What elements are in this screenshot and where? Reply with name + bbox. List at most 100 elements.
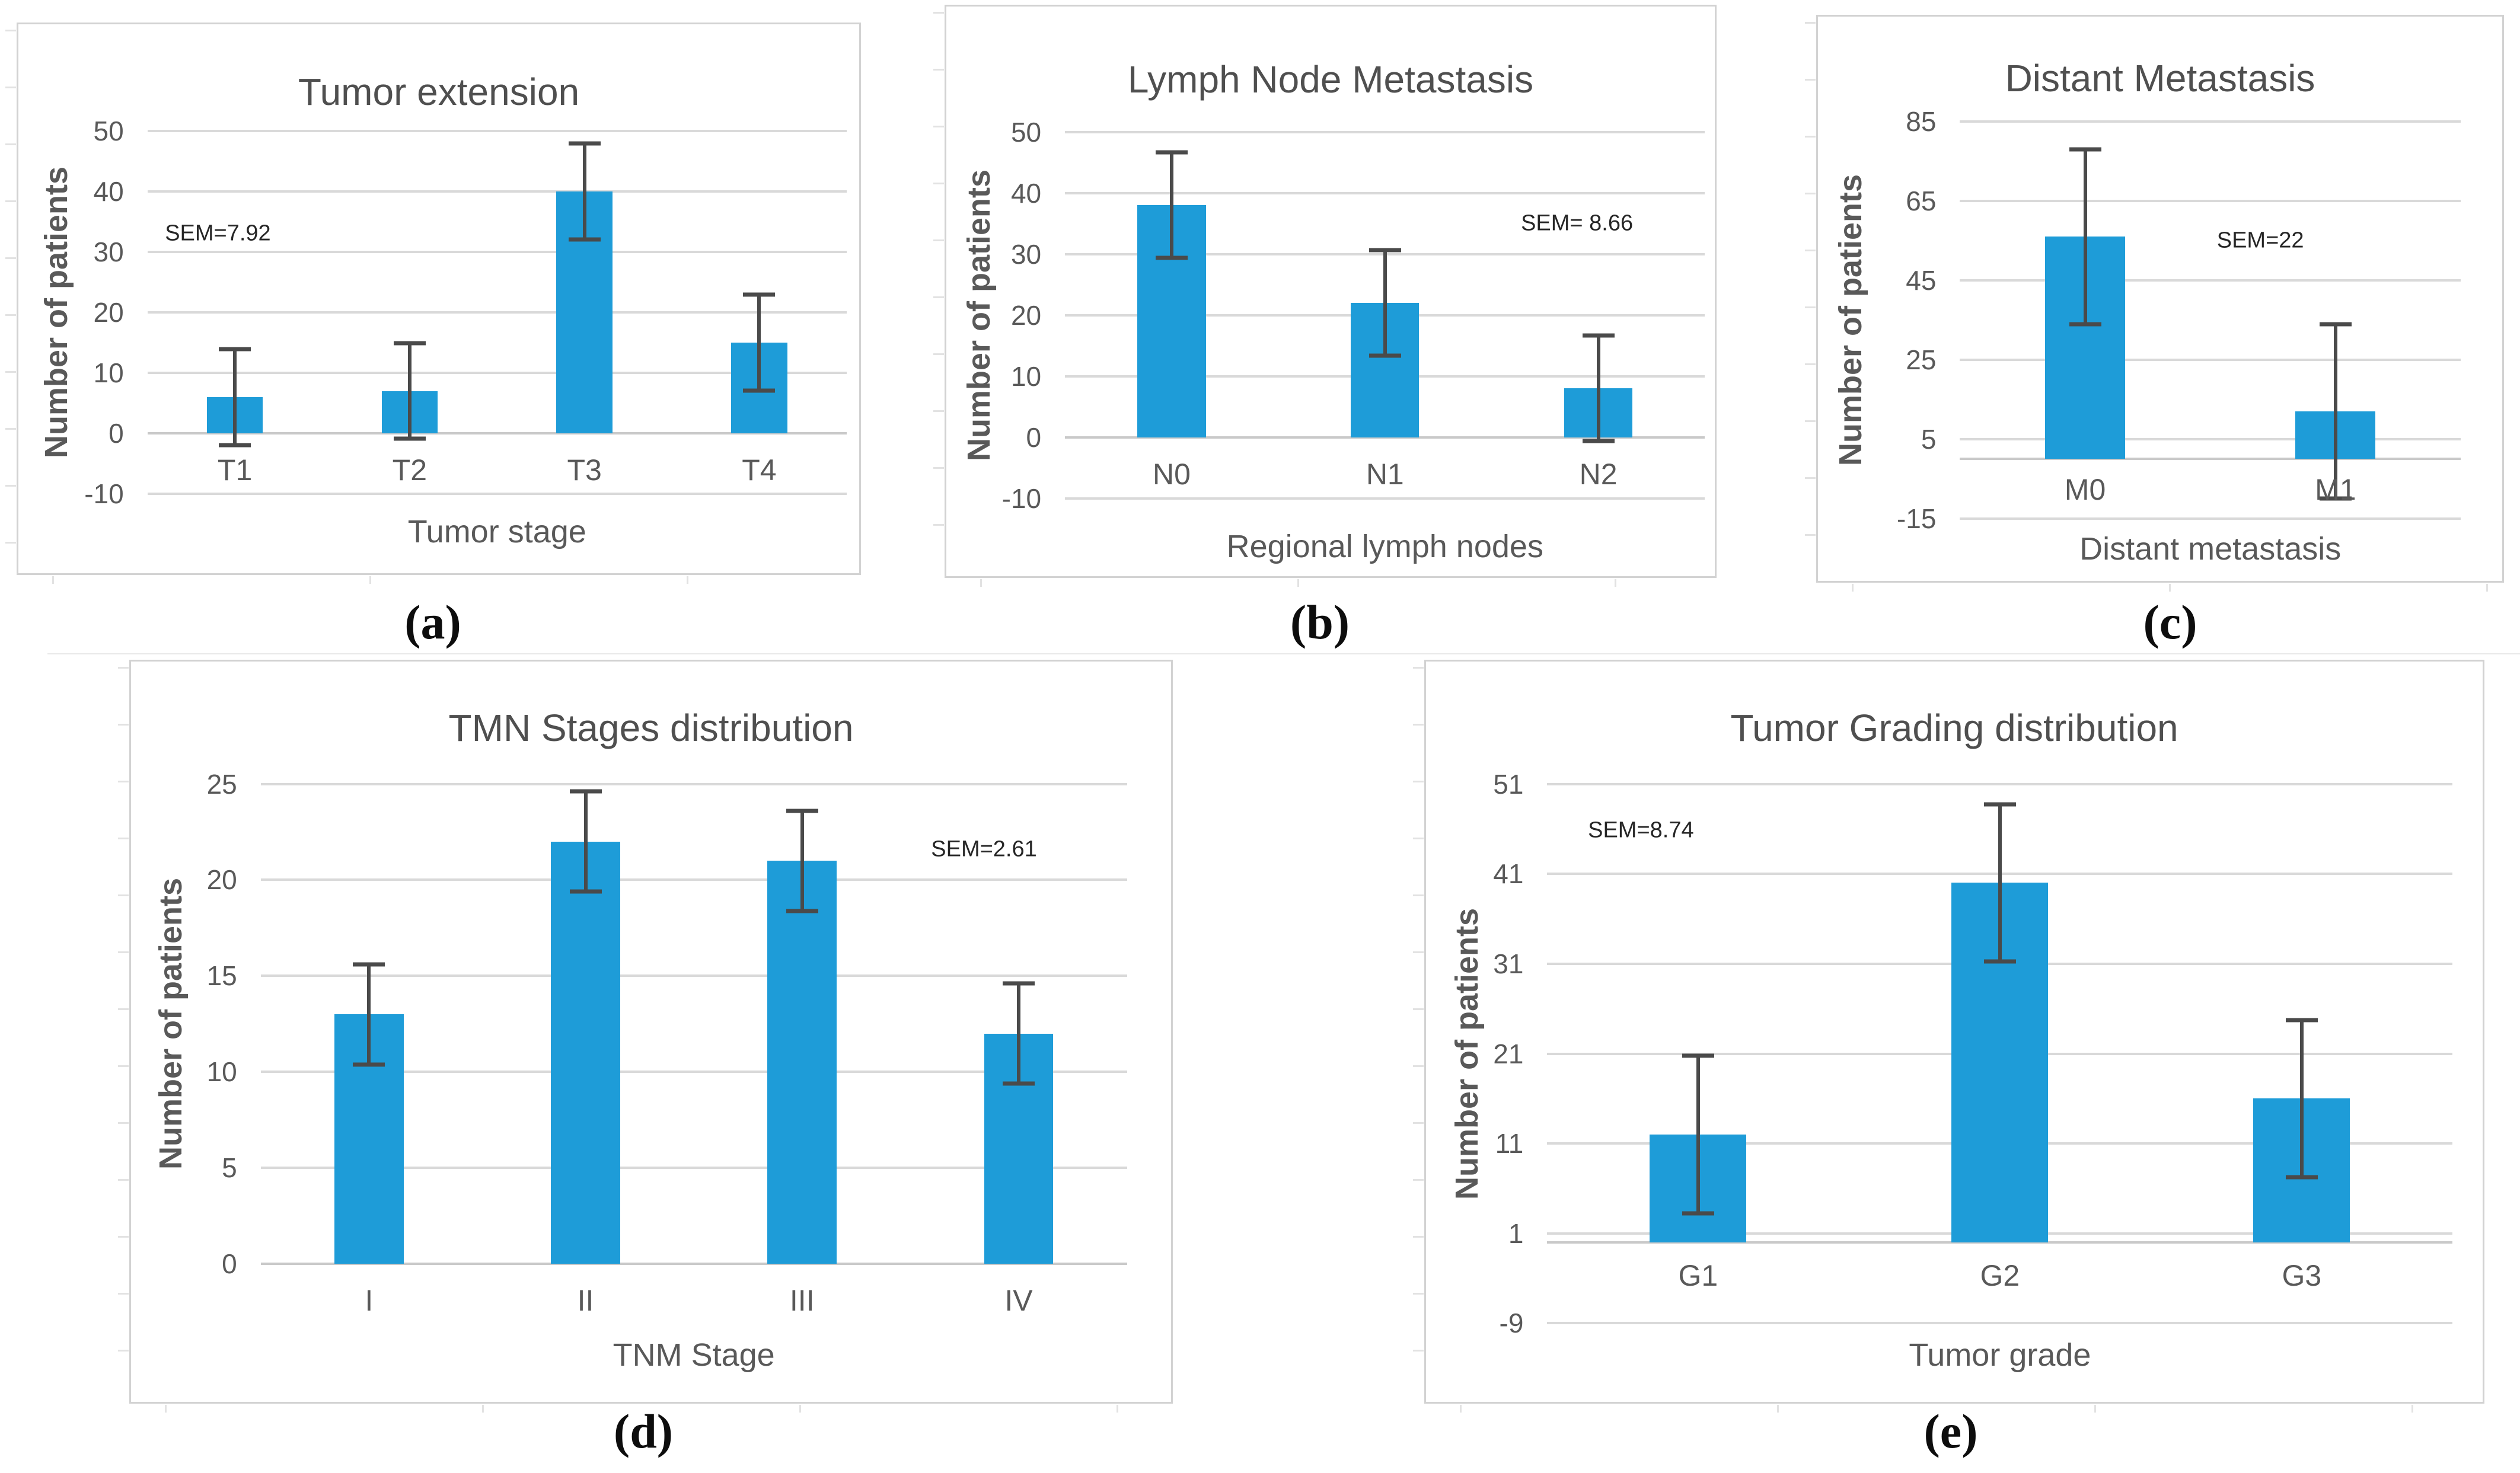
sheet-gridline-stub — [118, 1179, 129, 1181]
y-tick-label: 51 — [1493, 768, 1524, 800]
sheet-gridline-stub — [933, 239, 944, 241]
y-tick-label: 65 — [1906, 186, 1937, 217]
sheet-gridline-stub — [933, 126, 944, 127]
x-tick-label-T2: T2 — [392, 453, 428, 487]
gridline-y-40 — [1065, 191, 1705, 194]
sheet-gridline — [47, 653, 2520, 654]
x-axis-title: Regional lymph nodes — [1226, 528, 1543, 564]
sheet-gridline-stub — [1413, 1008, 1424, 1010]
error-bar-cap-top — [1582, 333, 1615, 338]
error-bar-cap-top — [353, 962, 385, 967]
bar-II — [551, 841, 620, 1264]
sheet-gridline-stub — [1805, 193, 1816, 194]
error-bar-cap-bottom — [2319, 496, 2352, 501]
error-bar-M0 — [2083, 149, 2087, 324]
sheet-gridline-stub — [1460, 1405, 1462, 1413]
error-bar-cap-top — [786, 809, 818, 813]
y-tick-label: 40 — [93, 175, 124, 207]
sheet-gridline-stub — [933, 69, 944, 71]
error-bar-cap-bottom — [2285, 1175, 2318, 1180]
sheet-gridline-stub — [933, 296, 944, 298]
sheet-gridline-stub — [933, 410, 944, 412]
sheet-gridline-stub — [5, 485, 16, 487]
y-tick-label: -15 — [1896, 503, 1937, 534]
sem-annotation: SEM= 8.66 — [1521, 210, 1634, 236]
error-bar-T3 — [582, 143, 586, 239]
y-tick-label: -9 — [1499, 1308, 1524, 1339]
sheet-gridline-stub — [1805, 250, 1816, 251]
x-tick-label-I: I — [365, 1284, 374, 1318]
y-axis-title: Number of patients — [153, 878, 189, 1170]
sheet-gridline-stub — [1413, 1350, 1424, 1351]
error-bar-cap-bottom — [1369, 353, 1401, 358]
x-axis-title: Tumor stage — [407, 514, 586, 550]
sheet-gridline-stub — [933, 524, 944, 526]
gridline-y-85 — [1960, 120, 2461, 123]
error-bar-cap-bottom — [1682, 1211, 1714, 1216]
sheet-gridline-stub — [5, 87, 16, 88]
error-bar-II — [583, 791, 588, 892]
sheet-gridline-stub — [1413, 838, 1424, 839]
chart-title: TMN Stages distribution — [448, 707, 854, 750]
x-tick-label-G2: G2 — [1980, 1258, 2020, 1292]
sheet-gridline-stub — [1805, 420, 1816, 422]
error-bar-III — [800, 810, 804, 911]
sheet-gridline-stub — [1805, 363, 1816, 365]
sheet-gridline-stub — [118, 781, 129, 782]
x-tick-label-G3: G3 — [2282, 1258, 2322, 1292]
sheet-gridline-stub — [1413, 1065, 1424, 1067]
panel-caption-b: (b) — [1290, 595, 1350, 649]
x-tick-label-T4: T4 — [742, 453, 777, 487]
sheet-gridline-stub — [5, 143, 16, 145]
sheet-gridline-stub — [1117, 1405, 1118, 1413]
y-tick-label: -10 — [84, 478, 124, 509]
error-bar-cap-bottom — [219, 443, 251, 448]
error-bar-IV — [1016, 983, 1020, 1084]
sem-annotation: SEM=22 — [2216, 228, 2304, 253]
sheet-gridline-stub — [687, 576, 688, 584]
sheet-gridline-stub — [118, 667, 129, 669]
error-bar-cap-top — [2069, 147, 2101, 152]
x-tick-label-N0: N0 — [1153, 457, 1191, 491]
sheet-gridline-stub — [1615, 579, 1616, 587]
x-tick-label-N1: N1 — [1366, 457, 1404, 491]
error-bar-cap-bottom — [1002, 1081, 1035, 1086]
sheet-gridline-stub — [2411, 1405, 2413, 1413]
error-bar-T4 — [757, 295, 761, 391]
sheet-gridline-stub — [1805, 79, 1816, 81]
sheet-gridline-stub — [5, 200, 16, 202]
sheet-gridline-stub — [933, 353, 944, 355]
sheet-gridline-stub — [5, 314, 16, 316]
sheet-gridline-stub — [369, 576, 371, 584]
y-tick-label: 10 — [206, 1056, 237, 1088]
error-bar-I — [367, 964, 371, 1065]
sheet-gridline-stub — [1413, 1122, 1424, 1124]
y-tick-label: 25 — [1906, 344, 1937, 375]
error-bar-cap-bottom — [2069, 322, 2101, 327]
sheet-gridline-stub — [118, 1350, 129, 1351]
y-tick-label: 31 — [1493, 948, 1524, 979]
sheet-gridline-stub — [1413, 951, 1424, 953]
category-axis-line — [1547, 1241, 2453, 1244]
y-tick-label: 15 — [206, 960, 237, 992]
chart-title: Tumor Grading distribution — [1730, 707, 2178, 750]
panel-caption-e: (e) — [1924, 1404, 1978, 1458]
plot-area: 25 20 15 10 5 0 I II III IV — [207, 769, 1127, 1317]
gridline-y-25 — [260, 782, 1127, 785]
sheet-gridline-stub — [1805, 136, 1816, 138]
gridline-y-25 — [1960, 358, 2461, 361]
error-bar-cap-bottom — [568, 237, 601, 242]
x-tick-label-T3: T3 — [567, 453, 602, 487]
x-tick-label-T1: T1 — [217, 453, 253, 487]
sheet-gridline-stub — [5, 257, 16, 259]
gridline-y-20 — [147, 311, 847, 314]
error-bar-cap-top — [569, 789, 602, 794]
chart-frame — [17, 23, 861, 575]
error-bar-cap-bottom — [353, 1062, 385, 1067]
sheet-gridline-stub — [118, 951, 129, 953]
category-axis-line — [1065, 436, 1705, 439]
gridline-y--9 — [1547, 1322, 2453, 1325]
chart-frame — [945, 5, 1717, 578]
plot-area: 50 40 30 20 10 0 -10 N0 N1 N2 — [1002, 117, 1705, 514]
gridline-y-30 — [147, 250, 847, 253]
